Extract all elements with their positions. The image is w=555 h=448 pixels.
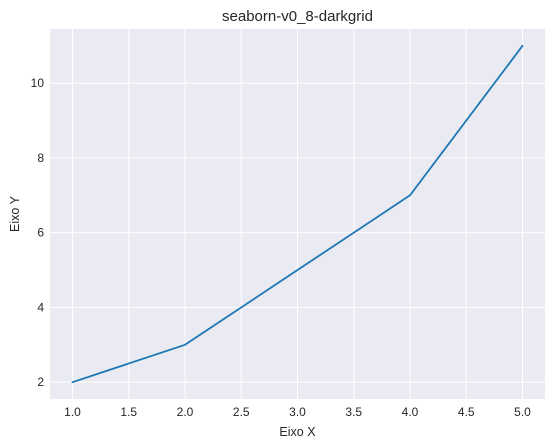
y-tick-label: 4 <box>37 300 44 314</box>
y-tick-labels: 2 4 6 8 10 <box>31 76 45 389</box>
chart-title: seaborn-v0_8-darkgrid <box>222 8 373 25</box>
y-tick-label: 2 <box>37 375 44 389</box>
x-tick-label: 4.5 <box>458 405 475 419</box>
x-tick-label: 3.0 <box>289 405 306 419</box>
y-tick-label: 10 <box>31 76 45 90</box>
x-tick-label: 1.5 <box>120 405 137 419</box>
x-axis-label: Eixo X <box>279 425 316 439</box>
x-tick-label: 1.0 <box>64 405 81 419</box>
x-tick-label: 4.0 <box>402 405 419 419</box>
x-tick-label: 2.0 <box>177 405 194 419</box>
y-tick-label: 6 <box>37 226 44 240</box>
x-tick-labels: 1.0 1.5 2.0 2.5 3.0 3.5 4.0 4.5 5.0 <box>64 405 531 419</box>
x-tick-label: 2.5 <box>233 405 250 419</box>
x-tick-label: 5.0 <box>514 405 531 419</box>
y-axis-label: Eixo Y <box>8 195 22 232</box>
x-tick-label: 3.5 <box>345 405 362 419</box>
y-tick-label: 8 <box>37 151 44 165</box>
